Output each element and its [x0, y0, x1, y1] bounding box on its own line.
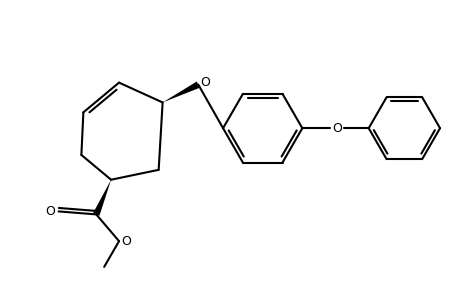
- Text: O: O: [45, 205, 56, 218]
- Polygon shape: [162, 82, 199, 102]
- Text: O: O: [200, 76, 210, 89]
- Text: O: O: [331, 122, 341, 135]
- Polygon shape: [93, 180, 111, 216]
- Text: O: O: [121, 235, 131, 248]
